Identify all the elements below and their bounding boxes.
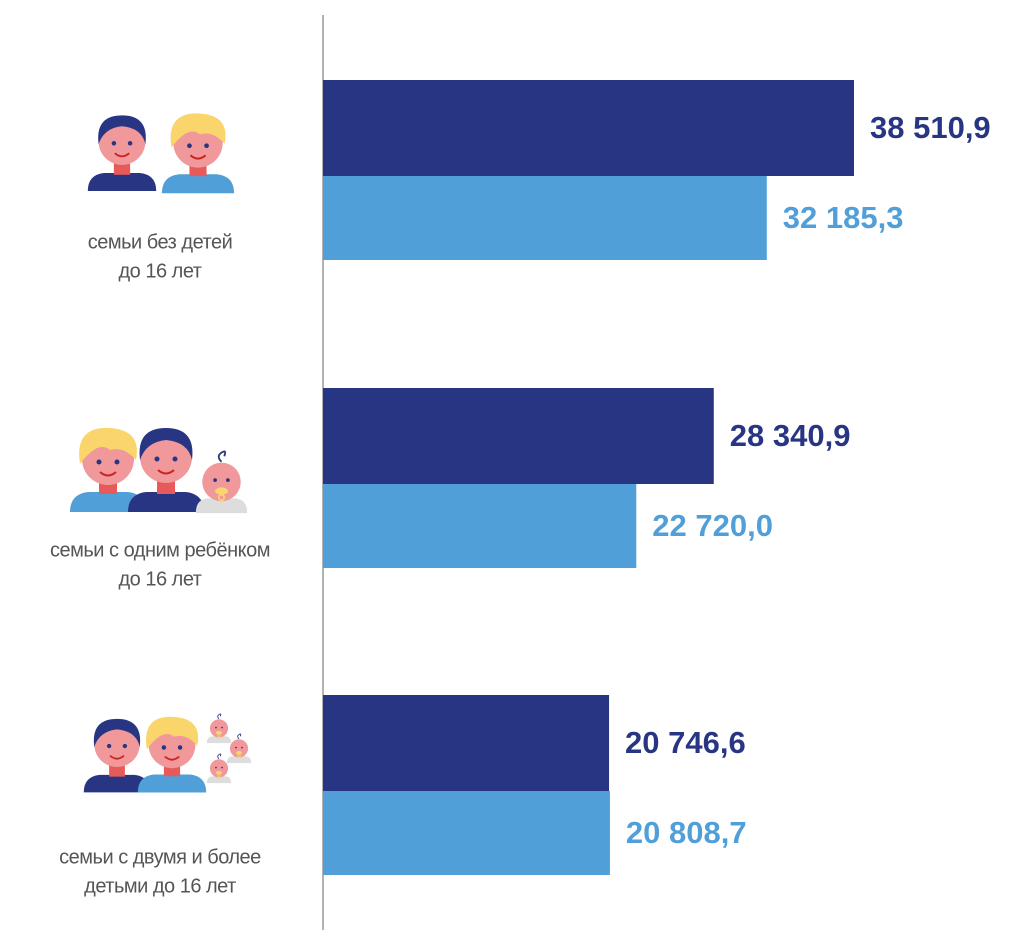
bar <box>323 791 610 875</box>
icon-family-one-child <box>68 426 249 515</box>
value-label: 32 185,3 <box>783 200 904 235</box>
category-label: до 16 лет <box>119 260 202 282</box>
bar <box>323 176 767 260</box>
category-label: семьи с двумя и более <box>59 846 261 868</box>
category-label: семьи с одним ребёнком <box>50 539 270 561</box>
value-label: 20 808,7 <box>626 815 747 850</box>
bar <box>323 484 637 568</box>
bar <box>323 388 714 484</box>
value-label: 22 720,0 <box>652 508 773 543</box>
value-label: 28 340,9 <box>730 418 851 453</box>
category-label: семьи без детей <box>88 231 233 253</box>
category-label: до 16 лет <box>119 568 202 590</box>
value-label: 20 746,6 <box>625 725 746 760</box>
icon-couple <box>86 112 236 195</box>
icon-family-many-children <box>82 713 252 794</box>
bar <box>323 80 854 176</box>
bar <box>323 695 610 791</box>
value-label: 38 510,9 <box>870 110 991 145</box>
category-label: детьми до 16 лет <box>84 875 236 897</box>
